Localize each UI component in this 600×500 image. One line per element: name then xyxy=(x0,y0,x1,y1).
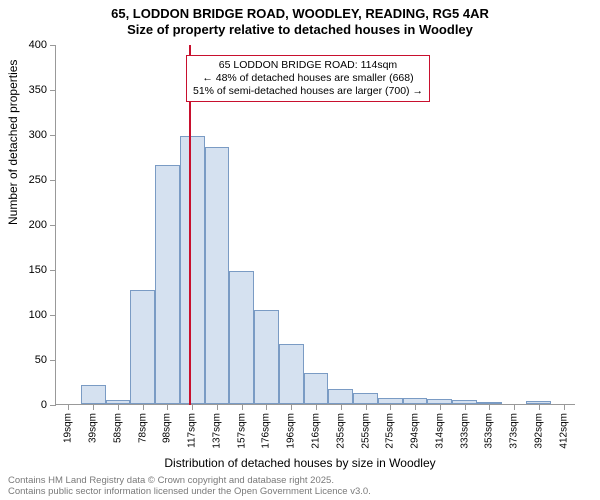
x-tick xyxy=(118,404,119,410)
x-tick-label: 78sqm xyxy=(137,413,148,443)
x-tick-label: 392sqm xyxy=(533,413,544,449)
x-tick xyxy=(564,404,565,410)
y-tick xyxy=(50,90,56,91)
x-tick xyxy=(539,404,540,410)
x-tick-label: 333sqm xyxy=(459,413,470,449)
x-axis-title: Distribution of detached houses by size … xyxy=(0,456,600,470)
histogram-bar xyxy=(180,136,205,404)
x-tick-label: 353sqm xyxy=(484,413,495,449)
title-line-1: 65, LODDON BRIDGE ROAD, WOODLEY, READING… xyxy=(0,6,600,22)
annotation-box: 65 LODDON BRIDGE ROAD: 114sqm← 48% of de… xyxy=(186,55,430,102)
y-tick xyxy=(50,135,56,136)
x-tick-label: 39sqm xyxy=(88,413,99,443)
histogram-bar xyxy=(304,373,329,404)
x-tick-label: 58sqm xyxy=(112,413,123,443)
y-tick-label: 250 xyxy=(17,174,47,186)
x-tick xyxy=(68,404,69,410)
x-tick-label: 19sqm xyxy=(63,413,74,443)
y-tick-label: 50 xyxy=(17,354,47,366)
y-tick xyxy=(50,315,56,316)
x-tick-label: 255sqm xyxy=(360,413,371,449)
y-tick-label: 150 xyxy=(17,264,47,276)
x-tick xyxy=(514,404,515,410)
footer: Contains HM Land Registry data © Crown c… xyxy=(8,476,371,498)
y-tick-label: 0 xyxy=(17,399,47,411)
histogram-bar xyxy=(205,147,230,404)
x-tick xyxy=(291,404,292,410)
x-tick-label: 294sqm xyxy=(410,413,421,449)
y-tick-label: 200 xyxy=(17,219,47,231)
histogram-bar xyxy=(328,389,353,404)
x-tick xyxy=(440,404,441,410)
x-tick xyxy=(316,404,317,410)
histogram-bar xyxy=(254,310,279,405)
x-tick-label: 196sqm xyxy=(286,413,297,449)
x-tick xyxy=(143,404,144,410)
y-tick-label: 100 xyxy=(17,309,47,321)
histogram-bar xyxy=(130,290,155,404)
y-tick-label: 400 xyxy=(17,39,47,51)
annotation-line: 51% of semi-detached houses are larger (… xyxy=(193,85,423,98)
chart-area: 19sqm39sqm58sqm78sqm98sqm117sqm137sqm157… xyxy=(55,45,575,405)
x-tick xyxy=(217,404,218,410)
x-tick xyxy=(465,404,466,410)
x-tick xyxy=(415,404,416,410)
x-tick xyxy=(93,404,94,410)
y-tick xyxy=(50,180,56,181)
x-tick-label: 314sqm xyxy=(434,413,445,449)
x-tick xyxy=(489,404,490,410)
plot: 19sqm39sqm58sqm78sqm98sqm117sqm137sqm157… xyxy=(55,45,575,405)
y-tick-label: 300 xyxy=(17,129,47,141)
annotation-line: 65 LODDON BRIDGE ROAD: 114sqm xyxy=(193,59,423,72)
x-tick-label: 176sqm xyxy=(261,413,272,449)
y-tick xyxy=(50,270,56,271)
histogram-bar xyxy=(155,165,180,404)
annotation-line: ← 48% of detached houses are smaller (66… xyxy=(193,72,423,85)
y-tick xyxy=(50,225,56,226)
x-tick-label: 275sqm xyxy=(385,413,396,449)
x-tick-label: 137sqm xyxy=(211,413,222,449)
x-tick-label: 98sqm xyxy=(162,413,173,443)
x-tick xyxy=(390,404,391,410)
y-tick xyxy=(50,45,56,46)
x-tick-label: 235sqm xyxy=(335,413,346,449)
x-tick-label: 412sqm xyxy=(558,413,569,449)
x-tick-label: 157sqm xyxy=(236,413,247,449)
y-tick xyxy=(50,405,56,406)
x-tick xyxy=(341,404,342,410)
x-tick xyxy=(366,404,367,410)
histogram-bar xyxy=(81,385,106,404)
x-tick xyxy=(167,404,168,410)
x-tick xyxy=(242,404,243,410)
x-tick-label: 117sqm xyxy=(187,413,198,448)
footer-line-2: Contains public sector information licen… xyxy=(8,487,371,498)
y-tick xyxy=(50,360,56,361)
x-tick-label: 216sqm xyxy=(311,413,322,449)
x-tick-label: 373sqm xyxy=(509,413,520,449)
title-line-2: Size of property relative to detached ho… xyxy=(0,22,600,38)
title-block: 65, LODDON BRIDGE ROAD, WOODLEY, READING… xyxy=(0,0,600,37)
histogram-bar xyxy=(229,271,254,404)
x-tick xyxy=(266,404,267,410)
y-tick-label: 350 xyxy=(17,84,47,96)
histogram-bar xyxy=(353,393,378,404)
histogram-bar xyxy=(279,344,304,404)
x-tick xyxy=(192,404,193,410)
chart-container: 65, LODDON BRIDGE ROAD, WOODLEY, READING… xyxy=(0,0,600,500)
